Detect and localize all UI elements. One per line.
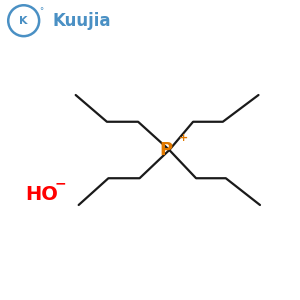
Text: °: ° (39, 7, 43, 16)
Text: Kuujia: Kuujia (52, 12, 111, 30)
Text: −: − (54, 176, 66, 190)
Text: K: K (20, 16, 28, 26)
Text: HO: HO (25, 185, 58, 204)
Text: +: + (179, 133, 188, 142)
Text: P: P (160, 141, 173, 159)
